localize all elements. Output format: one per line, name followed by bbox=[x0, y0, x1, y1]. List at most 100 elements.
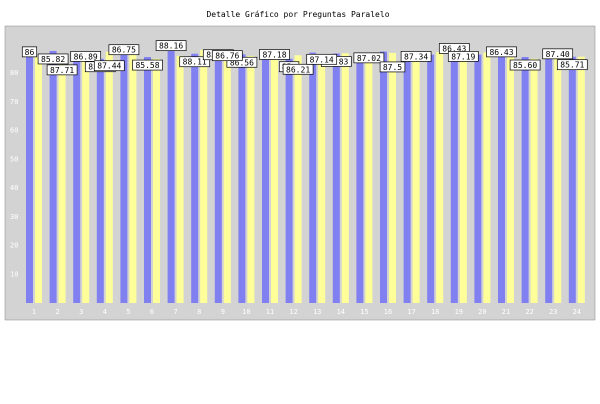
x-tick-label: 12 bbox=[289, 308, 297, 316]
data-labels: 8685.8285.0086.7585.5888.1688.1185.0086.… bbox=[21, 40, 588, 76]
data-label-box bbox=[400, 51, 432, 62]
data-label: 85.82 bbox=[37, 53, 69, 65]
bar-b bbox=[35, 56, 42, 304]
data-label-text: 87.44 bbox=[97, 62, 121, 71]
data-label: 87.18 bbox=[259, 49, 290, 60]
data-label: 85.60 bbox=[509, 59, 541, 71]
data-label-box bbox=[542, 48, 574, 60]
data-label: 87.5 bbox=[379, 61, 406, 73]
bar-b bbox=[223, 53, 231, 304]
data-label: 86.21 bbox=[282, 63, 314, 75]
data-label-box bbox=[259, 49, 290, 60]
bar-b bbox=[129, 55, 137, 303]
bar-a bbox=[332, 53, 340, 304]
data-label-box bbox=[306, 53, 338, 65]
bar-b bbox=[318, 57, 326, 303]
bar-a bbox=[26, 55, 33, 303]
data-label-text: 88.16 bbox=[159, 42, 183, 51]
bar-b bbox=[459, 54, 467, 303]
bar-a bbox=[96, 58, 104, 303]
x-tick-label: 23 bbox=[549, 308, 557, 316]
bar-a bbox=[262, 52, 269, 304]
data-label-text: 87.34 bbox=[404, 52, 428, 61]
bar-b bbox=[105, 51, 113, 303]
data-label-box bbox=[486, 46, 517, 58]
data-label-text: 88.11 bbox=[183, 58, 207, 67]
y-tick-label: 40 bbox=[10, 184, 18, 192]
data-label-box bbox=[556, 59, 588, 71]
chart-title: Detalle Gráfico por Preguntas Paralelo bbox=[206, 10, 389, 19]
x-tick-label: 18 bbox=[431, 308, 439, 316]
data-label-text: 87.40 bbox=[546, 50, 570, 59]
data-label-box bbox=[37, 53, 69, 65]
x-tick-label: 15 bbox=[360, 308, 368, 316]
data-label-text: 86.21 bbox=[286, 65, 310, 74]
x-tick-label: 19 bbox=[455, 308, 463, 316]
data-label-text: 87.02 bbox=[357, 54, 381, 63]
bar-b bbox=[530, 58, 538, 303]
data-label-text: 86.43 bbox=[489, 48, 513, 57]
data-label-text: 86.56 bbox=[230, 58, 254, 67]
data-label-text: 87.5 bbox=[383, 63, 402, 72]
bar-a bbox=[498, 55, 505, 303]
y-tick-label: 80 bbox=[10, 69, 18, 77]
bar-b bbox=[554, 51, 562, 304]
data-label: 87.34 bbox=[400, 51, 432, 62]
data-label: 86 bbox=[21, 46, 38, 58]
data-label: 87.40 bbox=[542, 48, 574, 60]
bar-b bbox=[200, 49, 208, 303]
bar-b bbox=[577, 56, 585, 303]
x-tick-label: 14 bbox=[337, 308, 345, 316]
x-tick-label: 5 bbox=[126, 308, 130, 316]
bar-a bbox=[144, 57, 151, 304]
bar-b bbox=[271, 52, 278, 303]
bar-b bbox=[82, 54, 90, 303]
y-tick-label: 10 bbox=[10, 270, 18, 278]
data-label-text: 86.89 bbox=[74, 52, 98, 61]
bar-a bbox=[191, 53, 199, 303]
bar-b bbox=[341, 53, 349, 303]
data-label: 87.44 bbox=[93, 60, 125, 72]
x-tick-label: 6 bbox=[150, 308, 154, 316]
x-tick-label: 3 bbox=[79, 308, 83, 316]
data-label-text: 87.18 bbox=[262, 50, 286, 59]
data-label-text: 86 bbox=[25, 48, 35, 57]
bar-a bbox=[545, 51, 553, 304]
bar-b bbox=[412, 54, 420, 303]
data-label-box bbox=[93, 60, 125, 72]
data-label: 88.16 bbox=[155, 40, 187, 52]
data-label-box bbox=[46, 64, 78, 76]
x-tick-label: 7 bbox=[173, 308, 177, 316]
data-label-text: 87.19 bbox=[451, 52, 475, 61]
data-label: 87.14 bbox=[306, 53, 338, 65]
y-tick-label: 70 bbox=[10, 98, 18, 106]
x-tick-label: 22 bbox=[525, 308, 533, 316]
data-label-text: 85.60 bbox=[513, 61, 537, 70]
bar-a bbox=[403, 52, 411, 303]
data-label: 87.19 bbox=[447, 51, 479, 62]
data-label-box bbox=[379, 61, 406, 73]
bar-a bbox=[568, 56, 576, 303]
bar-a bbox=[120, 53, 128, 304]
data-label-text: 86.76 bbox=[215, 52, 239, 61]
data-label-text: 85.58 bbox=[135, 61, 159, 70]
data-label: 85.58 bbox=[132, 59, 163, 71]
x-tick-label: 4 bbox=[103, 308, 107, 316]
data-label-box bbox=[179, 56, 211, 68]
bar-a bbox=[238, 54, 246, 304]
data-label-text: 85.82 bbox=[41, 55, 65, 64]
x-tick-label: 11 bbox=[266, 308, 274, 316]
data-label-text: 87.71 bbox=[50, 66, 74, 75]
bar-b bbox=[507, 55, 514, 303]
data-label: 87.02 bbox=[353, 52, 385, 64]
x-tick-label: 1 bbox=[32, 308, 36, 316]
data-label: 86.76 bbox=[211, 50, 243, 62]
data-label-box bbox=[108, 44, 140, 56]
bar-b bbox=[176, 55, 184, 303]
y-axis: 10 20 30 40 50 60 70 80 bbox=[10, 69, 18, 278]
y-tick-label: 30 bbox=[10, 213, 18, 221]
x-tick-label: 13 bbox=[313, 308, 321, 316]
data-label: 86.89 bbox=[70, 51, 102, 62]
bar-a bbox=[167, 49, 175, 303]
